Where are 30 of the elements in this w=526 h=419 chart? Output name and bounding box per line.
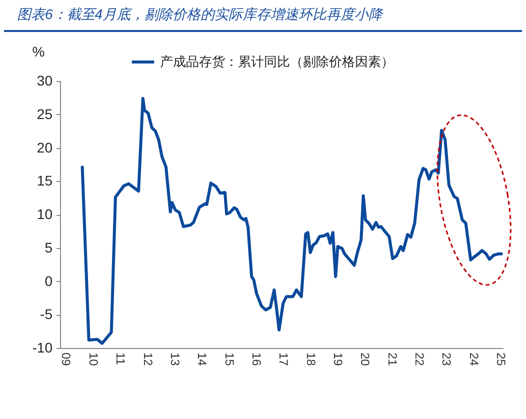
x-tick-label: 19: [330, 352, 345, 366]
y-tick-label: 30: [36, 72, 53, 88]
x-tick-label: 22: [412, 352, 427, 366]
x-tick-label: 09: [59, 352, 74, 366]
y-tick-label: 0: [44, 272, 53, 289]
y-tick-label: 5: [44, 239, 53, 256]
x-tick-label: 24: [466, 352, 481, 366]
y-tick-label: 15: [36, 172, 53, 189]
x-tick-label: 12: [140, 352, 155, 366]
chart-title: 图表6：截至4月底，剔除价格的实际库存增速环比再度小降: [17, 6, 383, 24]
y-tick-label: 25: [36, 106, 53, 122]
x-tick-label: 13: [168, 352, 182, 366]
y-tick-label: -5: [40, 306, 53, 322]
x-tick-label: 23: [440, 352, 454, 366]
x-tick-label: 21: [385, 352, 400, 366]
x-tick-label: 15: [222, 352, 236, 366]
x-tick-label: 18: [304, 352, 318, 366]
x-tick-label: 10: [86, 352, 100, 366]
x-tick-label: 25: [494, 352, 508, 366]
y-tick-label: 20: [36, 139, 53, 156]
line-series: [80, 96, 503, 345]
x-tick-label: 16: [249, 352, 264, 366]
legend-label: 产成品存货：累计同比（剔除价格因素）: [160, 54, 394, 69]
y-axis-title: %: [32, 44, 45, 60]
x-tick-label: 17: [276, 352, 291, 366]
x-tick-label: 14: [195, 352, 210, 366]
y-tick-label: -10: [32, 340, 53, 356]
x-tick-label: 11: [114, 352, 128, 366]
y-tick-label: 10: [36, 206, 53, 222]
x-tick-label: 20: [358, 352, 372, 366]
